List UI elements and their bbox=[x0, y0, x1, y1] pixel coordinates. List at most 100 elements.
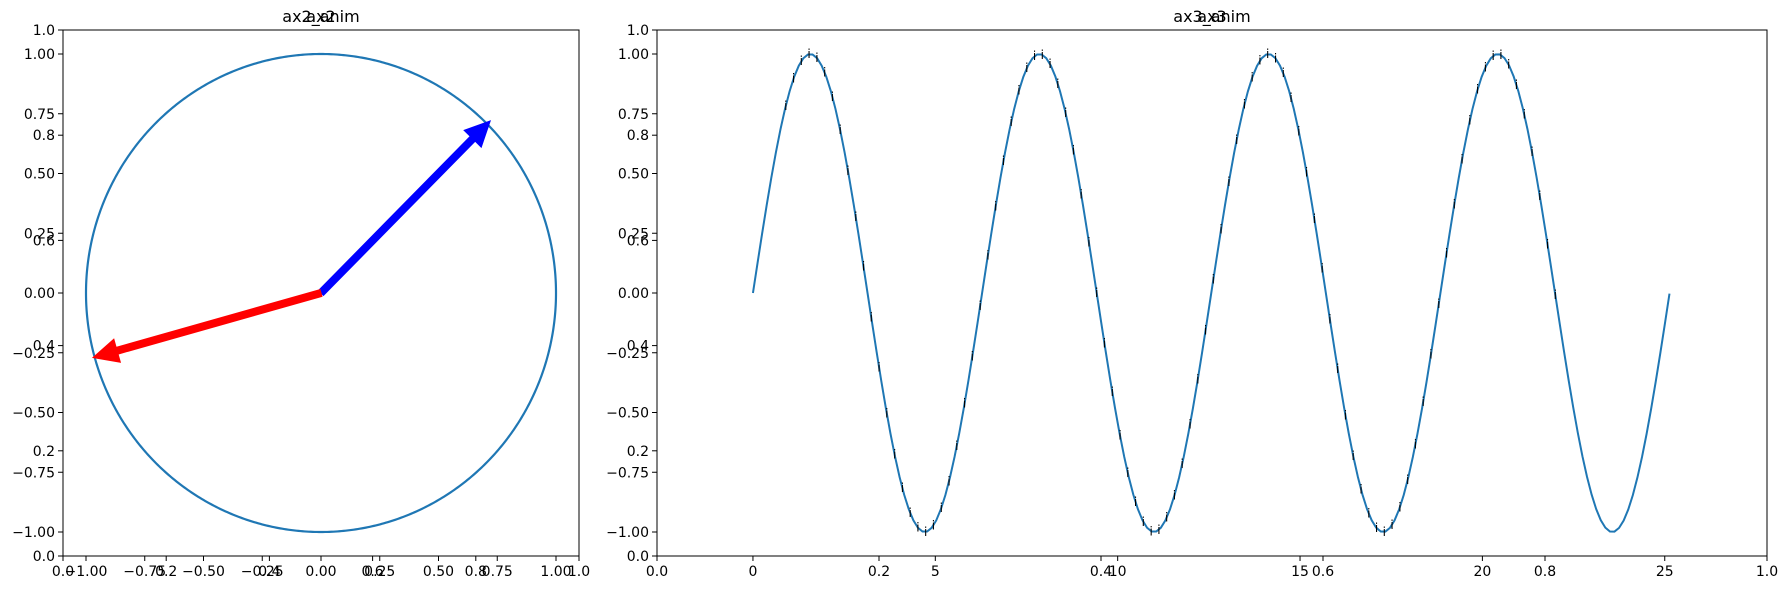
annotation-label: i bbox=[1554, 288, 1557, 302]
annotation-label: i bbox=[1126, 466, 1129, 480]
annotation-label: i bbox=[1422, 395, 1425, 409]
y-tick-label: −1.00 bbox=[12, 525, 55, 541]
annotation-label: i bbox=[1204, 323, 1207, 337]
annotation-label: i bbox=[1165, 511, 1168, 525]
annotation-label: i bbox=[1352, 449, 1355, 463]
annotation-label: i bbox=[1445, 246, 1448, 260]
x-tick-label: −0.25 bbox=[241, 564, 284, 580]
annotation-label: i bbox=[1414, 437, 1417, 451]
annotation-label: i bbox=[1546, 238, 1549, 252]
annotation-label: i bbox=[1406, 473, 1409, 487]
annotation-label: i bbox=[1313, 212, 1316, 226]
annotation-label: i bbox=[1219, 222, 1222, 236]
y-tick-label: 0.50 bbox=[24, 167, 55, 183]
overlay-x-tick-label: 0.2 bbox=[155, 564, 177, 580]
y-tick-label: 0.00 bbox=[24, 286, 55, 302]
y-tick-label: 0.25 bbox=[24, 226, 55, 242]
overlay-y-tick-label: 0.6 bbox=[627, 233, 649, 249]
panel-3: 0.0 0.2 0.4 0.6 0.8 1.00.00.20.40.60.81.00 5 10… bbox=[606, 7, 1778, 580]
annotation-label: i bbox=[1157, 523, 1160, 537]
overlay-x-tick-label: 0.6 bbox=[1312, 564, 1334, 580]
annotation-label: i bbox=[1484, 61, 1487, 75]
annotation-label: i bbox=[846, 164, 849, 178]
annotation-label: i bbox=[1134, 495, 1137, 509]
overlay-y-tick-label: 1.0 bbox=[33, 23, 55, 39]
annotation-label: i bbox=[947, 474, 950, 488]
annotation-label: i bbox=[1212, 273, 1215, 287]
annotation-label: i bbox=[831, 90, 834, 104]
x-tick-label: −0.50 bbox=[182, 564, 225, 580]
annotation-label: i bbox=[1336, 362, 1339, 376]
annotation-label: i bbox=[932, 518, 935, 532]
annotation-label: i bbox=[916, 521, 919, 535]
annotation-label: i bbox=[1460, 152, 1463, 166]
y-tick-label: −0.50 bbox=[606, 406, 649, 422]
y-tick-label: 0.50 bbox=[618, 167, 649, 183]
overlay-y-tick-label: 0.8 bbox=[627, 128, 649, 144]
annotation-label: i bbox=[1375, 521, 1378, 535]
annotation-label: i bbox=[1523, 107, 1526, 121]
annotation-label: i bbox=[963, 397, 966, 411]
annotation-label: i bbox=[1491, 49, 1494, 63]
y-tick-label: −0.75 bbox=[12, 465, 55, 481]
overlay-x-tick-label: 0.4 bbox=[258, 564, 280, 580]
x-tick-label: 0 bbox=[748, 564, 757, 580]
y-tick-label: −0.25 bbox=[12, 346, 55, 362]
annotation-label: i bbox=[1328, 313, 1331, 327]
x-tick-label: 20 bbox=[1473, 564, 1491, 580]
annotation-label: i bbox=[1282, 66, 1285, 80]
annotation-label: i bbox=[1064, 106, 1067, 120]
overlay-x-tick-label: 1.0 bbox=[1756, 564, 1778, 580]
annotation-label: i bbox=[1087, 236, 1090, 250]
x-tick-label: 0.50 bbox=[423, 564, 454, 580]
axes-title-anim: ax2_anim bbox=[282, 7, 359, 27]
overlay-x-tick-label: 0.0 bbox=[646, 564, 668, 580]
x-tick-label: −0.75 bbox=[123, 564, 166, 580]
annotation-label: i bbox=[1181, 457, 1184, 471]
annotation-label: i bbox=[1173, 488, 1176, 502]
y-tick-label: −0.50 bbox=[12, 406, 55, 422]
overlay-x-tick-label: 0.6 bbox=[361, 564, 383, 580]
annotation-label: i bbox=[1359, 482, 1362, 496]
annotation-label: i bbox=[955, 439, 958, 453]
x-tick-label: 0.00 bbox=[305, 564, 336, 580]
annotation-label: i bbox=[885, 407, 888, 421]
x-tick-label: 5 bbox=[931, 564, 940, 580]
annotation-label: i bbox=[1056, 77, 1059, 91]
annotation-label: i bbox=[994, 199, 997, 213]
annotation-label: i bbox=[1289, 91, 1292, 105]
annotation-label: i bbox=[854, 210, 857, 224]
plot-area bbox=[84, 52, 558, 534]
annotation-label: i bbox=[1266, 47, 1269, 61]
x-tick-label: 25 bbox=[1656, 564, 1674, 580]
annotation-label: i bbox=[1468, 114, 1471, 128]
overlay-x-tick-label: 0.0 bbox=[52, 564, 74, 580]
axes-title: ax3 bbox=[1197, 7, 1226, 26]
annotation-label: i bbox=[1344, 408, 1347, 422]
annotation-label: i bbox=[839, 123, 842, 137]
overlay-y-tick-label: 1.0 bbox=[627, 23, 649, 39]
arrow-red bbox=[91, 289, 323, 363]
annotation-label: i bbox=[1111, 385, 1114, 399]
overlay-x-tick-label: 1.0 bbox=[568, 564, 590, 580]
x-tick-label: 15 bbox=[1291, 564, 1309, 580]
annotation-label: i bbox=[1017, 84, 1020, 98]
x-tick-label: 0.25 bbox=[364, 564, 395, 580]
overlay-x-tick-label: 0.8 bbox=[465, 564, 487, 580]
axes-title-anim: ax3_anim bbox=[1173, 7, 1250, 27]
y-tick-label: 1.00 bbox=[24, 47, 55, 63]
annotation-label: i bbox=[877, 360, 880, 374]
overlay-x-tick-label: 0.8 bbox=[1534, 564, 1556, 580]
annotation-label: i bbox=[1499, 48, 1502, 62]
y-tick-label: 0.75 bbox=[24, 107, 55, 123]
overlay-y-tick-label: 0.8 bbox=[33, 128, 55, 144]
overlay-y-tick-label: 0.0 bbox=[33, 549, 55, 565]
annotation-label: i bbox=[1274, 51, 1277, 65]
annotation-label: i bbox=[1103, 337, 1106, 351]
x-tick-label: 0.75 bbox=[482, 564, 513, 580]
annotation-label: i bbox=[1072, 143, 1075, 157]
annotation-label: i bbox=[1453, 197, 1456, 211]
overlay-y-tick-label: 0.2 bbox=[627, 444, 649, 460]
